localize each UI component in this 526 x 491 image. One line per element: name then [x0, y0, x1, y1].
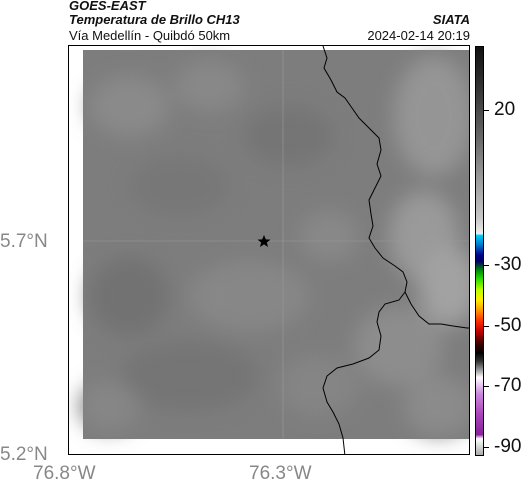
region-subtitle: Vía Medellín - Quibdó 50km [69, 28, 231, 43]
station-star-icon[interactable] [257, 235, 271, 247]
colorbar-label-minus-90: -90 [494, 436, 522, 457]
colorbar-tick [484, 447, 489, 448]
lat-label-5-2: 5.2°N [0, 444, 48, 465]
product-title: Temperatura de Brillo CH13 [69, 12, 240, 27]
colorbar-tick [484, 265, 489, 266]
temperature-colorbar [475, 46, 484, 456]
colorbar-label-20: 20 [494, 99, 516, 120]
datetime-label: 2024-02-14 20:19 [367, 28, 470, 43]
map-frame[interactable] [68, 45, 470, 455]
colorbar-label-minus-70: -70 [494, 375, 522, 396]
agency-label: SIATA [432, 12, 470, 27]
colorbar-tick [484, 110, 489, 111]
colorbar-tick [484, 386, 489, 387]
satellite-map [79, 46, 469, 454]
satellite-title: GOES-EAST [69, 0, 146, 13]
lat-label-5-7: 5.7°N [0, 231, 48, 252]
colorbar-label-minus-30: -30 [494, 254, 522, 275]
colorbar-tick [484, 326, 489, 327]
department-border [322, 46, 408, 454]
department-border-east [404, 291, 469, 329]
lon-label-76-3: 76.3°W [249, 463, 312, 484]
colorbar-label-minus-50: -50 [494, 315, 522, 336]
cloud-texture [79, 56, 469, 436]
lon-label-76-8: 76.8°W [33, 463, 96, 484]
